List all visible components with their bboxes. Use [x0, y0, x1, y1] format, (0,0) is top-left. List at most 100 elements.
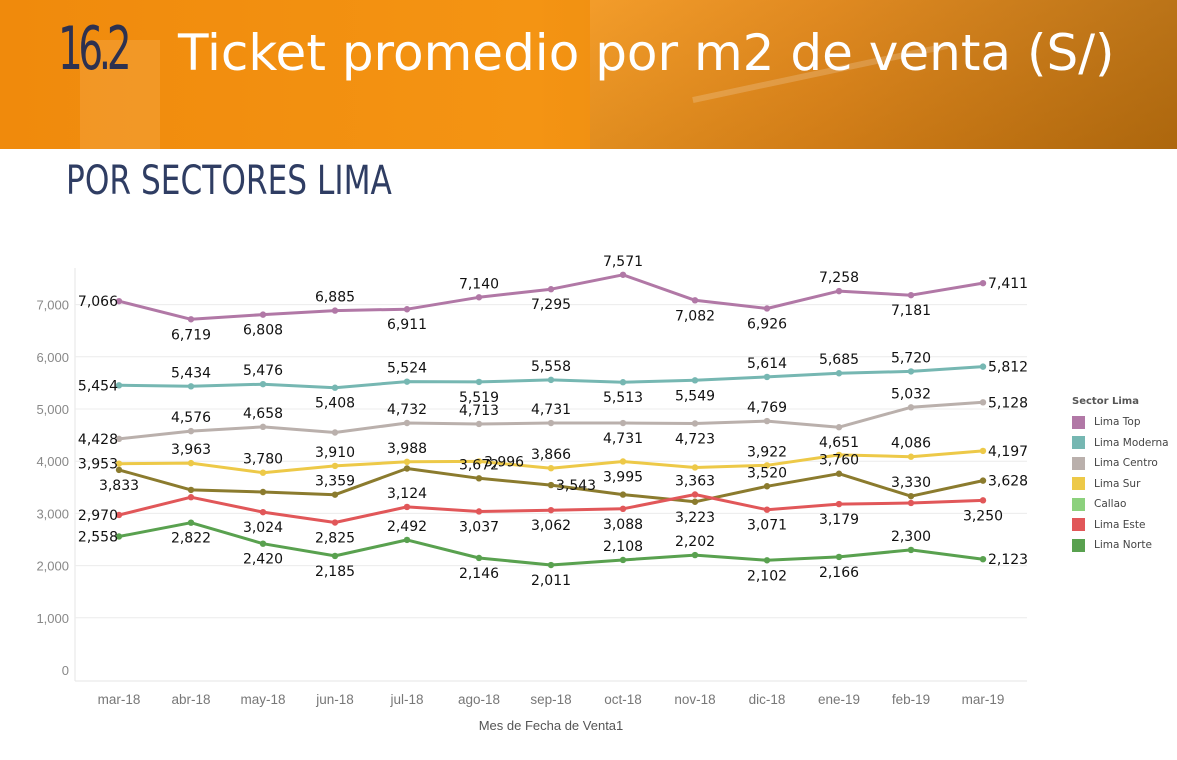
legend-swatch — [1072, 477, 1085, 491]
data-label: 4,086 — [891, 436, 931, 452]
data-point — [907, 368, 915, 375]
data-label: 4,769 — [747, 400, 787, 416]
data-label: 2,166 — [819, 565, 859, 581]
data-label: 3,223 — [675, 510, 715, 526]
data-label: 3,363 — [675, 473, 715, 489]
data-point — [475, 294, 483, 301]
data-point — [979, 497, 987, 504]
data-label: 3,543 — [556, 478, 596, 494]
data-label: 4,651 — [819, 435, 859, 451]
data-point — [259, 423, 267, 431]
data-point — [187, 316, 195, 323]
x-tick-label: sep-18 — [530, 692, 571, 707]
data-point — [187, 494, 195, 501]
x-tick-label: mar-19 — [962, 692, 1005, 707]
data-point — [115, 511, 123, 519]
legend-title: Sector Lima — [1072, 396, 1139, 407]
data-point — [835, 470, 843, 477]
legend-label: Lima Este — [1094, 518, 1146, 531]
y-tick-label: 6,000 — [36, 350, 69, 365]
data-label: 7,082 — [675, 308, 715, 324]
data-point — [331, 462, 339, 470]
data-point — [763, 417, 771, 425]
legend-swatch — [1072, 436, 1085, 450]
data-point — [619, 379, 627, 386]
data-label: 5,614 — [747, 356, 787, 372]
data-label: 6,885 — [315, 290, 355, 306]
x-tick-label: jul-18 — [389, 692, 423, 707]
data-point — [187, 519, 195, 526]
data-point — [619, 419, 627, 427]
data-label: 4,428 — [78, 432, 118, 448]
banner-decoration — [80, 40, 160, 149]
data-label: 4,713 — [459, 403, 499, 419]
data-point — [907, 291, 915, 299]
section-subtitle: POR SECTORES LIMA — [66, 158, 392, 204]
legend-label: Lima Norte — [1094, 539, 1152, 552]
x-tick-label: may-18 — [240, 692, 285, 707]
y-tick-label: 5,000 — [36, 402, 69, 417]
data-point — [403, 306, 411, 313]
data-label: 5,685 — [819, 352, 859, 368]
data-label: 7,140 — [459, 276, 499, 292]
data-label: 3,996 — [484, 454, 524, 470]
data-label: 2,420 — [243, 552, 283, 568]
banner-decoration — [590, 0, 1177, 149]
data-point — [259, 469, 267, 476]
data-point — [547, 419, 555, 427]
data-point — [619, 271, 627, 278]
data-label: 3,520 — [747, 465, 787, 481]
data-label: 3,250 — [963, 508, 1003, 524]
header-banner: 16.2 Ticket promedio por m2 de venta (S/… — [0, 0, 1177, 149]
data-label: 7,571 — [603, 254, 643, 270]
data-point — [835, 553, 843, 561]
legend-swatch — [1072, 456, 1085, 470]
legend-item: Lima Top — [1072, 412, 1169, 433]
data-point — [619, 458, 627, 465]
data-point — [403, 536, 411, 544]
data-point — [475, 458, 483, 465]
data-point — [907, 546, 915, 554]
data-point — [691, 491, 699, 498]
data-point — [979, 399, 987, 406]
data-point — [979, 555, 987, 563]
data-point — [475, 475, 483, 482]
legend-item: Callao — [1072, 494, 1169, 515]
legend-item: Lima Centro — [1072, 453, 1169, 474]
data-label: 5,513 — [603, 390, 643, 406]
data-label: 3,866 — [531, 447, 571, 463]
data-point — [835, 451, 843, 459]
data-label: 2,185 — [315, 564, 355, 580]
data-point — [691, 464, 699, 471]
x-tick-label: abr-18 — [171, 692, 210, 707]
data-label: 6,719 — [171, 327, 211, 343]
data-point — [763, 506, 771, 513]
data-point — [187, 486, 195, 494]
data-label: 2,011 — [531, 573, 571, 589]
data-point — [187, 459, 195, 467]
data-label: 2,492 — [387, 519, 427, 535]
data-point — [907, 453, 915, 460]
data-label: 4,723 — [675, 431, 715, 447]
x-tick-label: mar-18 — [98, 692, 141, 707]
data-label: 7,411 — [988, 276, 1028, 292]
data-label: 7,181 — [891, 303, 931, 319]
data-point — [691, 498, 699, 505]
data-label: 4,576 — [171, 410, 211, 426]
data-point — [691, 377, 699, 384]
section-number: 16.2 — [58, 14, 132, 84]
data-point — [835, 287, 843, 295]
data-point — [259, 311, 267, 318]
data-label: 6,926 — [747, 316, 787, 332]
data-point — [763, 305, 771, 312]
data-label: 5,812 — [988, 360, 1028, 376]
data-label: 3,330 — [891, 475, 931, 491]
data-label: 3,179 — [819, 512, 859, 528]
legend-swatch — [1072, 497, 1085, 511]
x-tick-label: ene-19 — [818, 692, 860, 707]
data-label: 3,062 — [531, 518, 571, 534]
data-point — [763, 483, 771, 490]
x-tick-label: nov-18 — [674, 692, 715, 707]
data-label: 2,102 — [747, 568, 787, 584]
data-label: 6,808 — [243, 323, 283, 339]
